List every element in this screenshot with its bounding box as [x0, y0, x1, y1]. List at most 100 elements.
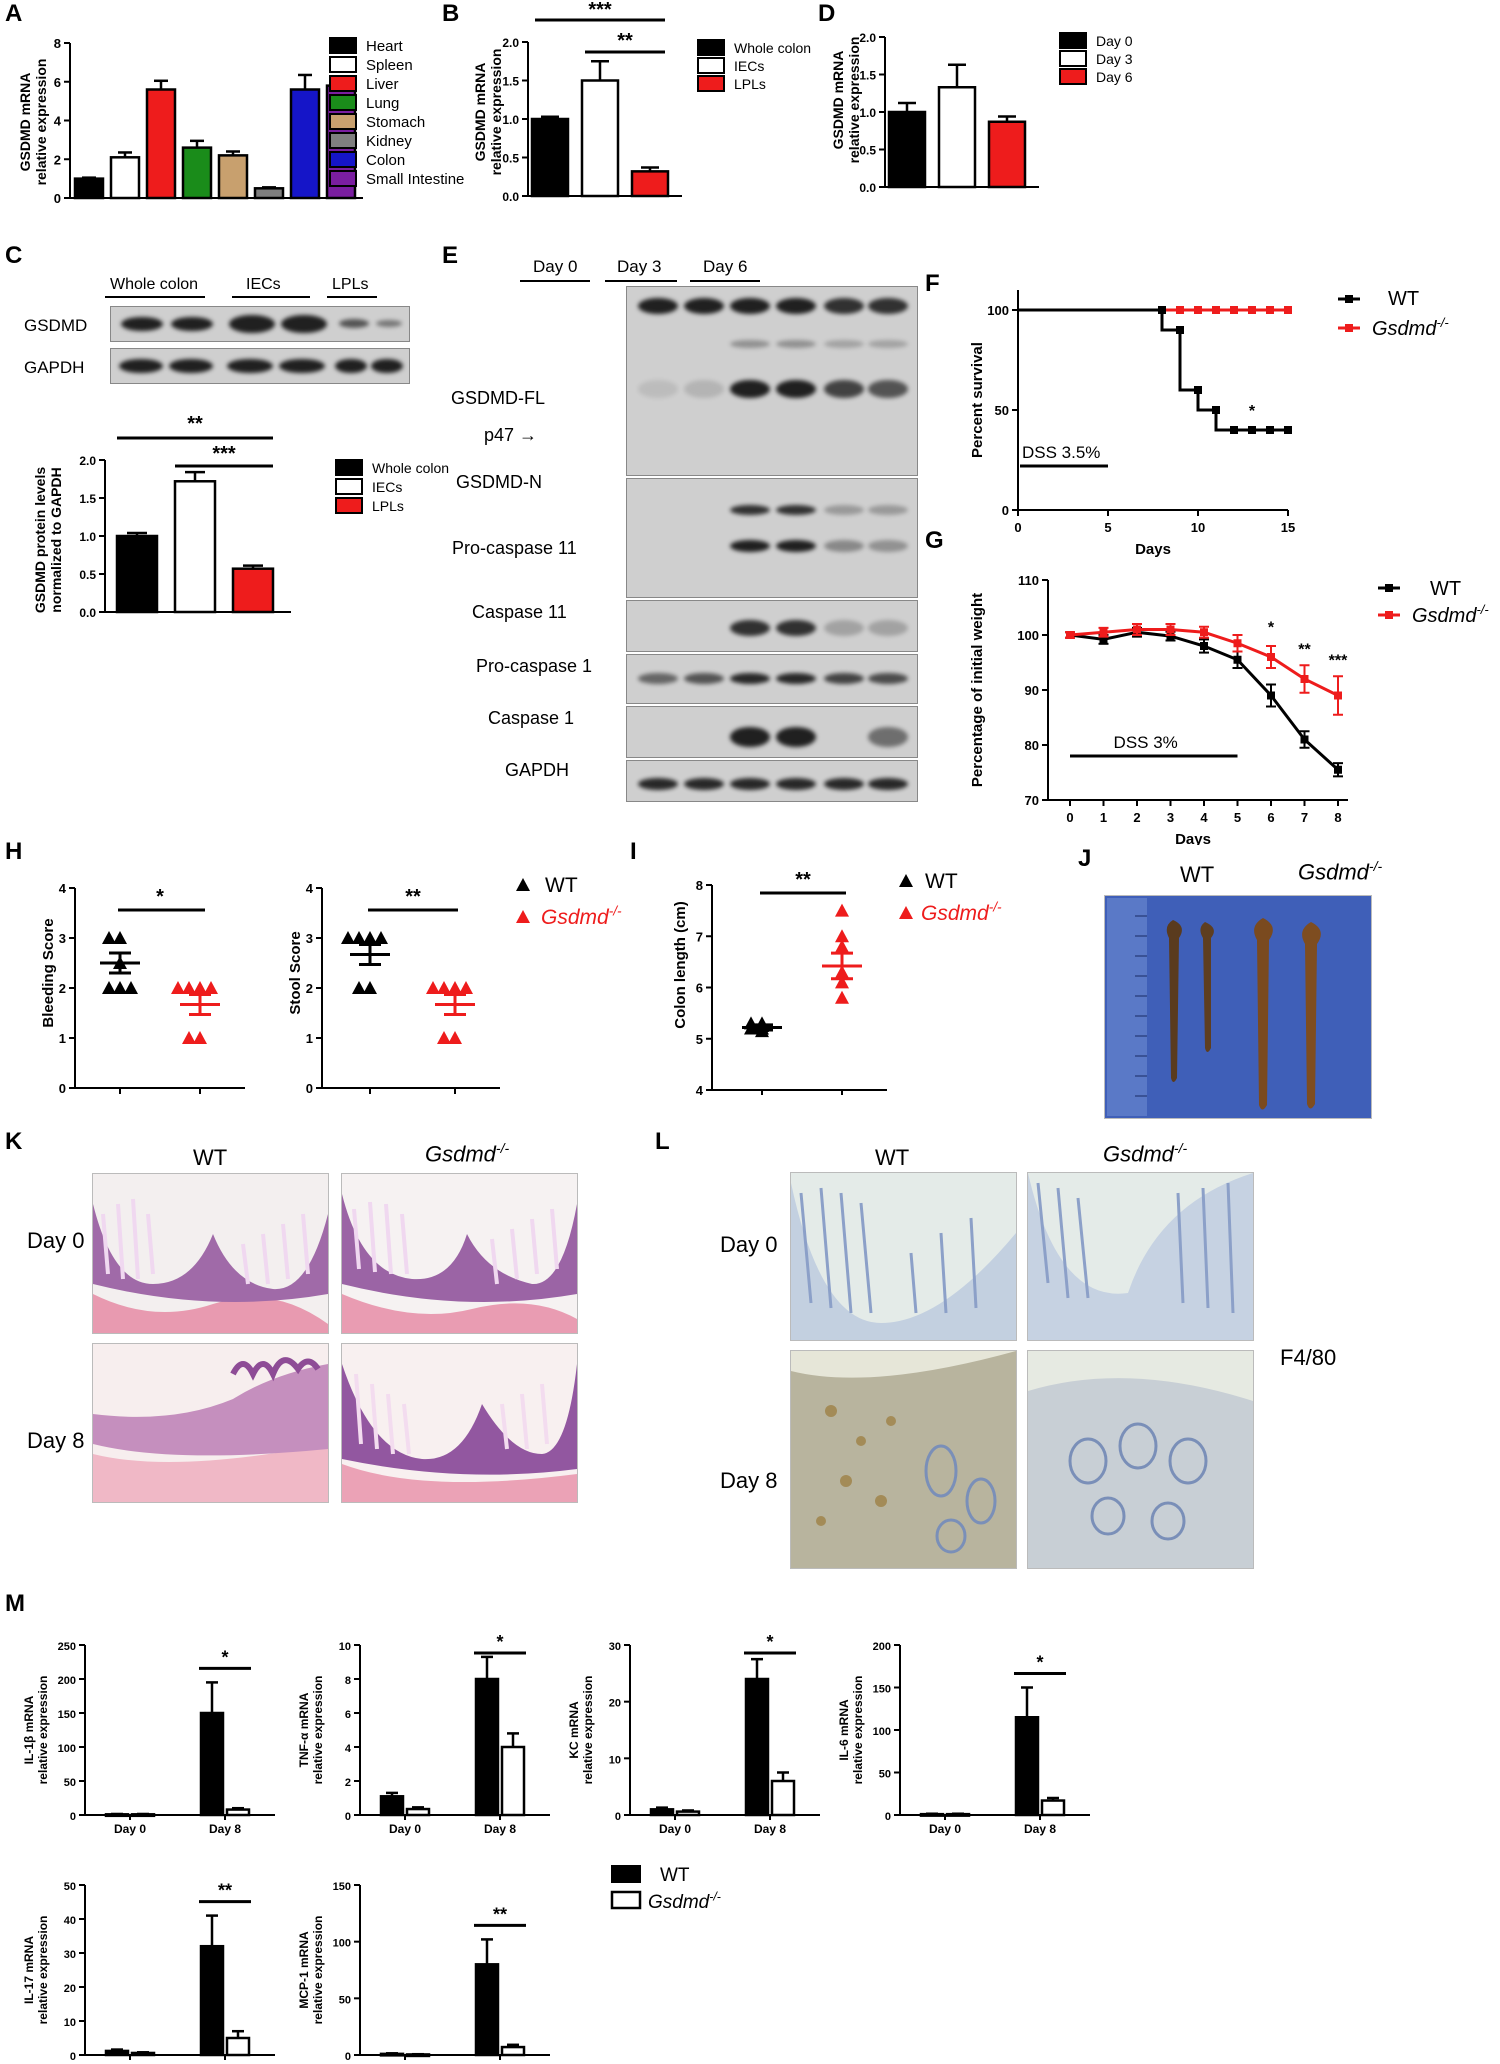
- a-y-tick-label: 0: [54, 191, 61, 206]
- m4-bar: [225, 2036, 251, 2057]
- c-row-gapdh: GAPDH: [24, 358, 85, 377]
- m5-y-tick-label: 0: [345, 2051, 351, 2063]
- a-bar-spleen: [109, 156, 141, 200]
- m2-bar: [649, 1808, 675, 1817]
- g-y-tick-label: 70: [1025, 793, 1039, 808]
- g-x-tick-label: 2: [1133, 810, 1140, 825]
- h-stool-point: [448, 1031, 462, 1044]
- g-point: [1099, 628, 1108, 637]
- f-y-tick-label: 100: [987, 303, 1009, 318]
- g-x-tick-label: 7: [1301, 810, 1308, 825]
- j-wt-label: WT: [1180, 862, 1215, 887]
- h-stool-y-label: Stool Score: [287, 931, 304, 1014]
- c-y-tick-label: 2.0: [79, 454, 96, 468]
- h-legend-ko-marker: [516, 910, 530, 923]
- h-stool-point: [352, 931, 366, 944]
- e-band: [684, 673, 724, 684]
- l-row-day8: Day 8: [720, 1468, 778, 1493]
- g-point: [1267, 653, 1275, 661]
- m1-y-tick-label: 0: [345, 1811, 351, 1823]
- d-y-tick-label: 0.5: [859, 144, 876, 158]
- panel-label-m: M: [5, 1590, 25, 1617]
- c-group-lpls: LPLs: [332, 276, 369, 293]
- a-legend-swatch: [329, 94, 357, 111]
- c-y-axis-label: GSDMD protein levelsnormalized to GAPDH: [32, 467, 64, 613]
- e-band: [730, 298, 770, 314]
- f-x-axis-label: Days: [1135, 541, 1171, 558]
- e-band: [868, 727, 908, 747]
- m4-y-tick-label: 40: [64, 1915, 76, 1927]
- h-bleeding-point: [182, 1031, 196, 1044]
- c-legend-label: IECs: [372, 479, 402, 495]
- g-point: [1267, 691, 1275, 700]
- e-blot-pro-caspase-11: [626, 478, 918, 598]
- a-bar-stomach: [217, 154, 249, 200]
- m3-y-tick-label: 200: [873, 1641, 891, 1653]
- m2-bar: [770, 1779, 796, 1817]
- a-legend-swatch: [329, 170, 357, 187]
- e-row-label-5: Pro-caspase 1: [476, 656, 593, 676]
- f-point: [1230, 306, 1238, 314]
- e-band: [776, 380, 816, 398]
- m1-y-tick-label: 4: [345, 1743, 352, 1755]
- panel-i-chart: Colon length (cm) 4 5 6 7 8 ** WT Gsdmd-/-: [672, 869, 1002, 1095]
- f-point: [1266, 306, 1274, 314]
- panel-label-a: A: [5, 0, 23, 27]
- c-group-bar-1: [105, 296, 205, 298]
- m0-bar: [225, 1808, 251, 1817]
- c-group-bar-3: [327, 296, 377, 298]
- g-point: [1099, 635, 1108, 644]
- k-row-day0: Day 0: [27, 1228, 85, 1253]
- f-sig: *: [1249, 403, 1256, 420]
- a-legend-label: Kidney: [366, 133, 412, 150]
- j-colon-photo: [1104, 895, 1372, 1119]
- a-bar-kidney: [253, 187, 285, 200]
- g-x-axis-label: Days: [1175, 831, 1211, 845]
- m1-y-tick-label: 10: [339, 1641, 351, 1653]
- m1-x-tick-label: Day 0: [389, 1822, 421, 1836]
- m2-y-tick-label: 0: [615, 1811, 621, 1823]
- panel-label-l: L: [655, 1128, 670, 1155]
- m1-x-tick-label: Day 8: [484, 1822, 516, 1836]
- f-y-axis-label: Percent survival: [969, 342, 986, 458]
- m3-y-tick-label: 150: [873, 1684, 891, 1696]
- e-band: [824, 620, 864, 636]
- i-y-tick-label: 7: [696, 929, 703, 944]
- a-y-tick-label: 4: [54, 114, 62, 129]
- g-legend-ko: Gsdmd-/-: [1412, 602, 1489, 627]
- m1-sig: *: [496, 1632, 503, 1652]
- c-legend-label: Whole colon: [372, 460, 449, 476]
- e-band: [824, 340, 864, 348]
- h-stool-point: [426, 981, 440, 994]
- m1-y-tick-label: 2: [345, 1777, 351, 1789]
- m-legend-ko: Gsdmd-/-: [648, 1889, 721, 1913]
- panel-label-b: B: [442, 0, 460, 27]
- e-band: [638, 778, 678, 790]
- b-bar-iecs: [580, 79, 620, 198]
- d-bar-day-3: [937, 86, 977, 189]
- panel-label-j: J: [1078, 845, 1092, 872]
- h-bleeding-y-tick-label: 3: [59, 931, 66, 946]
- e-band: [776, 540, 816, 552]
- m5-bar: [474, 1963, 500, 2057]
- m4-y-tick-label: 50: [64, 1881, 76, 1893]
- e-band: [684, 298, 724, 314]
- h-bleeding-y-tick-label: 4: [59, 881, 67, 896]
- g-point: [1166, 632, 1175, 641]
- g-point: [1200, 642, 1208, 650]
- f-point: [1230, 426, 1238, 434]
- e-band: [730, 727, 770, 747]
- m2-y-tick-label: 10: [609, 1754, 621, 1766]
- h-stool-point: [341, 931, 355, 944]
- m3-y-axis-label: IL-6 mRNArelative expression: [837, 1676, 865, 1785]
- g-x-tick-label: 5: [1234, 810, 1241, 825]
- e-day0-bar: [520, 280, 590, 282]
- c-sig-2: ***: [212, 443, 236, 465]
- m0-y-tick-label: 200: [58, 1675, 76, 1687]
- m4-sig: **: [218, 1881, 232, 1901]
- m1-bar: [379, 1795, 405, 1817]
- f-point: [1248, 426, 1256, 434]
- i-legend-ko: Gsdmd-/-: [921, 900, 1002, 925]
- g-sig-day7: **: [1298, 641, 1311, 658]
- c-legend-swatch: [335, 478, 363, 495]
